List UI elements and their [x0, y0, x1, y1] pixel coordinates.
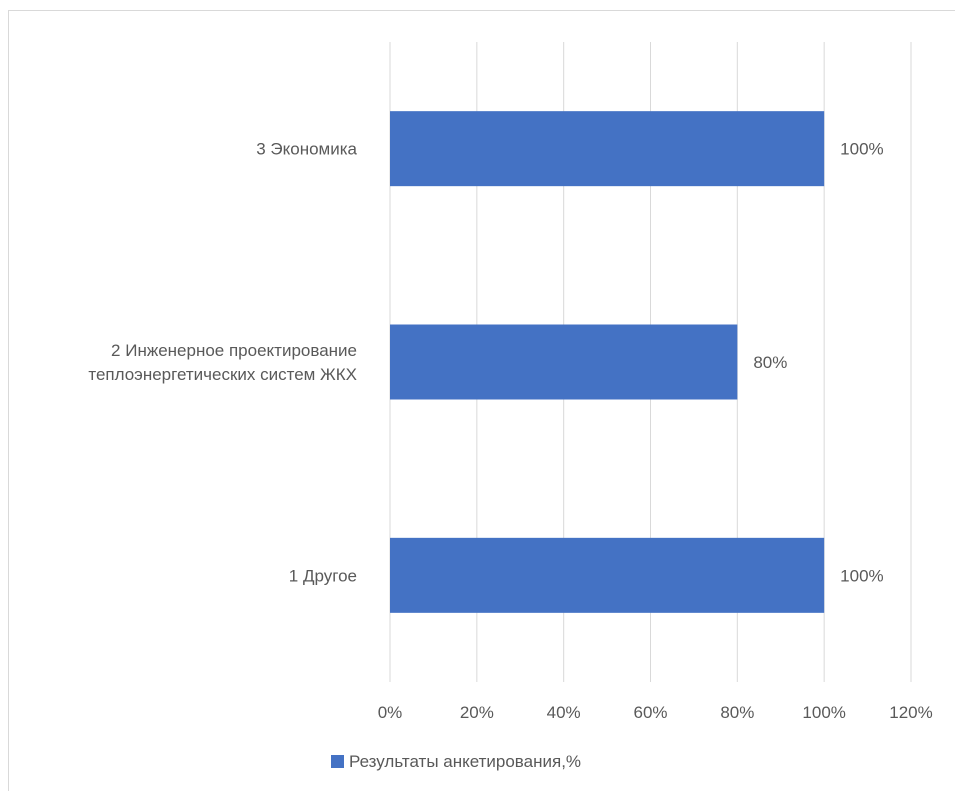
x-tick-label: 80%	[720, 703, 754, 722]
category-label: 1 Другое	[289, 566, 357, 585]
bar	[390, 537, 825, 613]
data-label: 100%	[840, 140, 883, 159]
x-tick-label: 100%	[802, 703, 845, 722]
data-label: 100%	[840, 566, 883, 585]
legend-swatch	[331, 755, 344, 768]
x-tick-label: 20%	[460, 703, 494, 722]
bar	[390, 324, 738, 400]
x-tick-label: 40%	[547, 703, 581, 722]
x-tick-label: 0%	[378, 703, 403, 722]
data-label: 80%	[753, 353, 787, 372]
chart-frame	[8, 10, 955, 791]
legend-label: Результаты анкетирования,%	[349, 752, 581, 771]
x-tick-label: 60%	[633, 703, 667, 722]
bar	[390, 111, 825, 187]
category-label: 2 Инженерное проектирование теплоэнергети…	[88, 341, 357, 384]
category-label: 3 Экономика	[256, 140, 357, 159]
x-tick-label: 120%	[889, 703, 932, 722]
